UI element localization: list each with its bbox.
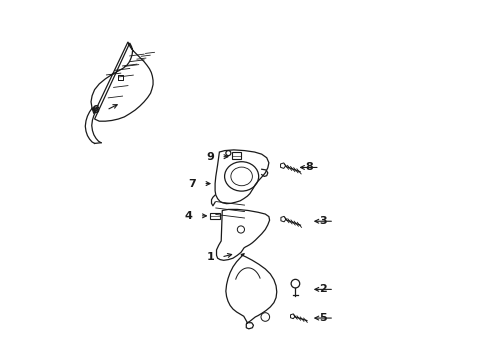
Text: 8: 8 (304, 162, 312, 172)
Text: 2: 2 (319, 284, 326, 294)
Text: 9: 9 (206, 152, 214, 162)
Text: 4: 4 (184, 211, 192, 221)
Text: 1: 1 (206, 252, 214, 262)
Text: 7: 7 (188, 179, 196, 189)
Text: 5: 5 (319, 313, 326, 323)
Text: 6: 6 (91, 105, 99, 115)
Text: 3: 3 (319, 216, 326, 226)
